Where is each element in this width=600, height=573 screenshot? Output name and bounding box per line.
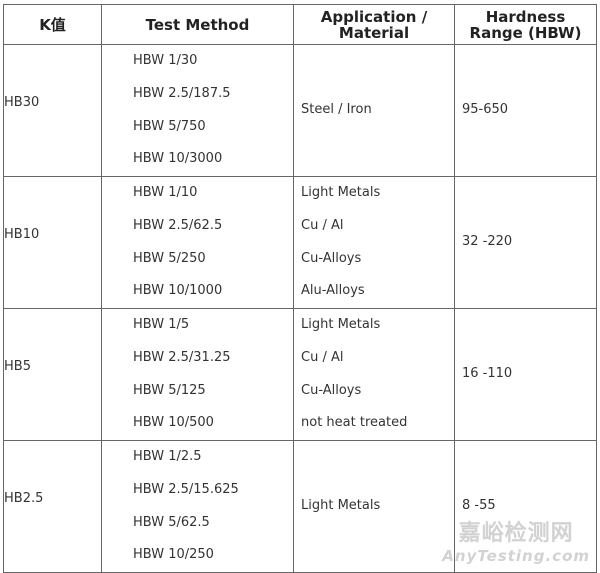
methods-cell: HBW 1/2.5 HBW 2.5/15.625 HBW 5/62.5 HBW 10/… xyxy=(101,440,294,573)
application-cell: Light Metals xyxy=(293,440,455,573)
watermark-logo: 嘉峪检测网 AnyTesting.com xyxy=(442,521,590,565)
table-row: HB30 HBW 1/30 HBW 2.5/187.5 HBW 5/750 HBW 1… xyxy=(3,44,597,177)
applications-line: Cu / Al xyxy=(301,217,344,233)
methods-line: HBW 5/750 xyxy=(133,118,206,134)
hardness-table: K值 Test Method Application / Material Har… xyxy=(3,4,597,573)
methods-cell: HBW 1/10 HBW 2.5/62.5 HBW 5/250 HBW 10/1000 xyxy=(101,176,294,309)
k-value-cell: HB30 xyxy=(3,44,102,177)
table-row: HB10 HBW 1/10 HBW 2.5/62.5 HBW 5/250 HBW 10… xyxy=(3,176,597,309)
header-hardness: Hardness Range (HBW) xyxy=(454,4,597,45)
applications-line: Light Metals xyxy=(301,498,381,514)
range-cell: 32 -220 xyxy=(454,176,597,309)
range-value: 95-650 xyxy=(462,102,509,118)
k-value: HB5 xyxy=(4,359,31,374)
methods-line: HBW 10/250 xyxy=(133,547,214,563)
range-value: 8 -55 xyxy=(462,498,496,514)
k-value-cell: HB5 xyxy=(3,308,102,441)
table-row: HB2.5 HBW 1/2.5 HBW 2.5/15.625 HBW 5/62.5 H… xyxy=(3,440,597,573)
applications-line: Light Metals xyxy=(301,185,381,200)
methods-line: HBW 1/30 xyxy=(133,53,198,68)
applications-line: Light Metals xyxy=(301,317,381,332)
table-row: HB5 HBW 1/5 HBW 2.5/31.25 HBW 5/125 HBW 10/… xyxy=(3,308,597,441)
methods-line: HBW 2.5/62.5 xyxy=(133,217,223,233)
k-value-cell: HB2.5 xyxy=(3,440,102,573)
header-app-line1: Application / xyxy=(320,7,428,26)
range-value: 32 -220 xyxy=(462,234,513,250)
applications-line: Cu-Alloys xyxy=(301,382,362,398)
methods-line: HBW 2.5/31.25 xyxy=(133,349,231,365)
methods-line: HBW 5/62.5 xyxy=(133,514,210,530)
methods-line: HBW 10/3000 xyxy=(133,151,223,167)
methods-line: HBW 10/1000 xyxy=(133,283,223,299)
k-value: HB30 xyxy=(4,95,40,110)
applications-line: Cu-Alloys xyxy=(301,250,362,266)
applications-line: Steel / Iron xyxy=(301,102,372,118)
range-cell: 8 -55 xyxy=(454,440,597,573)
header-app-line2: Material xyxy=(338,23,410,42)
header-application: Application / Material xyxy=(293,4,455,45)
range-value: 16 -110 xyxy=(462,366,513,382)
methods-line: HBW 1/10 xyxy=(133,185,198,200)
header-test-method: Test Method xyxy=(101,4,294,45)
application-cell: Light Metals Cu / Al Cu-Alloys Alu-Alloys xyxy=(293,176,455,309)
methods-line: HBW 1/2.5 xyxy=(133,449,202,464)
methods-line: HBW 5/125 xyxy=(133,382,206,398)
applications-line: Alu-Alloys xyxy=(301,283,365,299)
header-hard-line1: Hardness xyxy=(485,7,566,26)
applications-line: Cu / Al xyxy=(301,349,344,365)
methods-cell: HBW 1/5 HBW 2.5/31.25 HBW 5/125 HBW 10/500 xyxy=(101,308,294,441)
methods-cell: HBW 1/30 HBW 2.5/187.5 HBW 5/750 HBW 10/300… xyxy=(101,44,294,177)
applications-line: not heat treated xyxy=(301,415,408,431)
range-cell: 16 -110 xyxy=(454,308,597,441)
methods-line: HBW 10/500 xyxy=(133,415,214,431)
methods-line: HBW 5/250 xyxy=(133,250,206,266)
k-value: HB10 xyxy=(4,227,40,242)
k-value-cell: HB10 xyxy=(3,176,102,309)
range-cell: 95-650 xyxy=(454,44,597,177)
table-header-row: K值 Test Method Application / Material Har… xyxy=(3,4,597,45)
header-hard-line2: Range (HBW) xyxy=(469,23,582,42)
k-value: HB2.5 xyxy=(4,491,44,506)
methods-line: HBW 2.5/187.5 xyxy=(133,85,231,101)
header-k: K值 xyxy=(3,4,102,45)
methods-line: HBW 2.5/15.625 xyxy=(133,481,239,497)
application-cell: Steel / Iron xyxy=(293,44,455,177)
application-cell: Light Metals Cu / Al Cu-Alloys not heat tre… xyxy=(293,308,455,441)
methods-line: HBW 1/5 xyxy=(133,317,190,332)
